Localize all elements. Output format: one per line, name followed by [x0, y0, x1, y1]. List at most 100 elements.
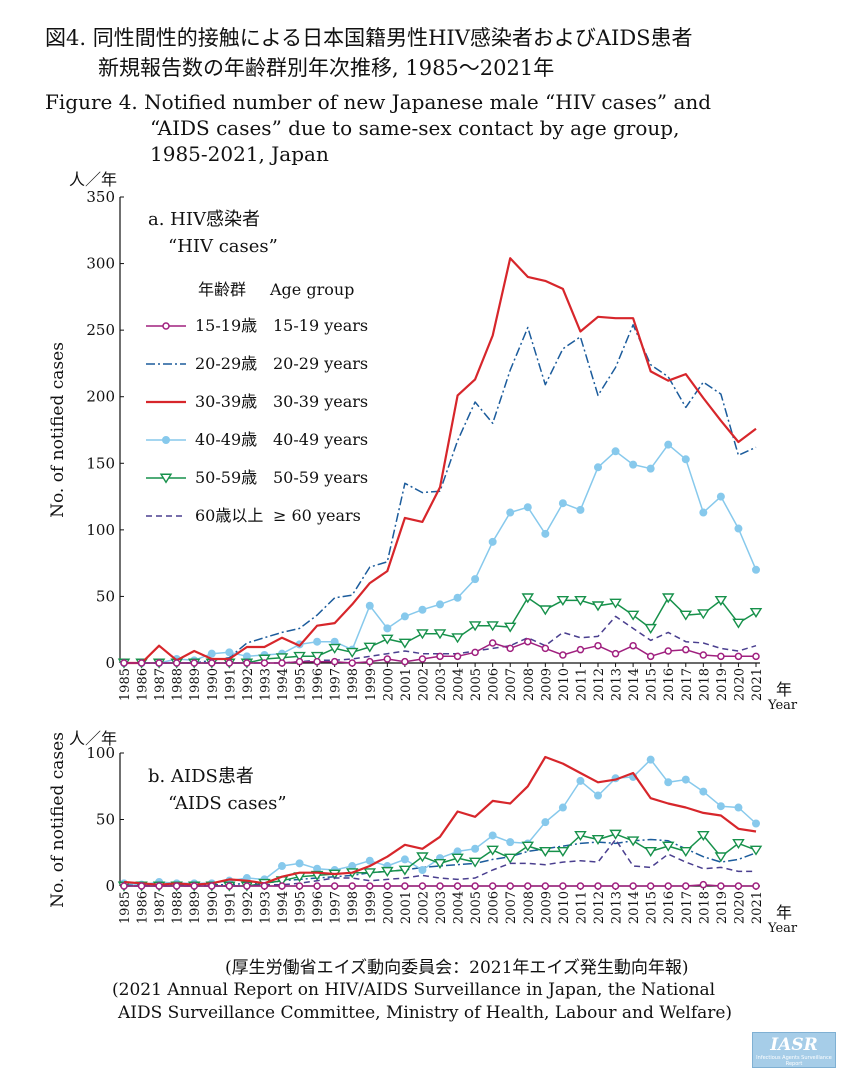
x-tick-label: 1985: [118, 891, 133, 924]
data-point: [646, 848, 656, 856]
data-point: [279, 863, 286, 870]
x-tick-label: 1991: [223, 668, 238, 701]
x-tick-label: 2000: [381, 668, 396, 701]
data-point: [559, 804, 566, 811]
data-point: [455, 883, 461, 889]
data-point: [419, 867, 426, 874]
x-tick-label: 2002: [416, 668, 431, 701]
x-tick-label: 2019: [715, 891, 730, 924]
data-point: [209, 883, 215, 889]
data-point: [400, 639, 410, 647]
data-point: [402, 883, 408, 889]
data-point: [367, 883, 373, 889]
y-tick-label: 0: [105, 877, 115, 895]
data-point: [682, 776, 689, 783]
data-point: [347, 649, 357, 657]
legend-marker: [163, 323, 169, 329]
data-point: [595, 792, 602, 799]
data-point: [191, 883, 197, 889]
data-point: [630, 883, 636, 889]
x-tick-label: 2016: [662, 668, 677, 701]
x-unit-label-en: Year: [767, 698, 798, 713]
x-tick-label: 2021: [750, 668, 765, 701]
data-point: [559, 500, 566, 507]
x-tick-label: 1997: [329, 668, 344, 701]
data-point: [226, 649, 233, 656]
x-tick-label: 1993: [258, 668, 273, 701]
y-tick-label: 250: [86, 321, 115, 339]
data-point: [700, 652, 706, 658]
data-point: [437, 653, 443, 659]
data-point: [472, 576, 479, 583]
legend-label-en: 40-49 years: [273, 430, 368, 449]
data-point: [718, 883, 724, 889]
x-tick-label: 2011: [574, 891, 589, 924]
panel-title: b. AIDS患者: [148, 766, 254, 787]
data-point: [226, 660, 232, 666]
y-tick-label: 0: [105, 654, 115, 672]
data-point: [401, 613, 408, 620]
series-5: [119, 830, 761, 890]
x-tick-label: 1992: [241, 668, 256, 701]
x-tick-label: 1998: [346, 668, 361, 701]
x-unit-label-en: Year: [767, 921, 798, 936]
legend-item: 50-59歳50-59 years: [146, 468, 368, 487]
data-point: [490, 640, 496, 646]
data-point: [611, 830, 621, 838]
data-point: [121, 660, 127, 666]
source-en-line1: (2021 Annual Report on HIV/AIDS Surveill…: [112, 980, 715, 1000]
x-tick-label: 1992: [241, 891, 256, 924]
x-tick-label: 2015: [645, 891, 660, 924]
x-tick-label: 1996: [311, 668, 326, 701]
series-line: [124, 325, 756, 663]
data-point: [366, 857, 373, 864]
x-tick-label: 2003: [434, 668, 449, 701]
x-tick-label: 1988: [171, 668, 186, 701]
legend-label-en: 20-29 years: [273, 354, 368, 373]
data-point: [735, 653, 741, 659]
legend-label-jp: 30-39歳: [195, 392, 257, 411]
data-point: [507, 839, 514, 846]
legend-item: 30-39歳30-39 years: [146, 392, 368, 411]
y-tick-label: 150: [86, 454, 115, 472]
data-point: [577, 777, 584, 784]
data-point: [753, 566, 760, 573]
data-point: [365, 643, 375, 651]
x-tick-label: 1997: [329, 891, 344, 924]
y-tick-label: 350: [86, 188, 115, 206]
x-tick-label: 2005: [469, 891, 484, 924]
data-point: [366, 602, 373, 609]
x-tick-label: 2019: [715, 668, 730, 701]
data-point: [419, 883, 425, 889]
iasr-logo: IASR Infectious Agents Surveillance Repo…: [752, 1032, 836, 1068]
data-point: [455, 653, 461, 659]
x-tick-label: 2010: [557, 891, 572, 924]
data-point: [507, 645, 513, 651]
x-tick-label: 1990: [206, 668, 221, 701]
data-point: [507, 509, 514, 516]
data-point: [505, 854, 515, 862]
x-tick-label: 2005: [469, 668, 484, 701]
data-point: [174, 660, 180, 666]
x-tick-label: 2008: [522, 891, 537, 924]
data-point: [525, 639, 531, 645]
data-point: [612, 448, 619, 455]
data-point: [419, 656, 425, 662]
data-point: [735, 804, 742, 811]
chart-panel-hiv: 0501001502002503003501985198619871988198…: [48, 170, 798, 713]
x-tick-label: 2016: [662, 891, 677, 924]
x-tick-label: 2009: [539, 891, 554, 924]
data-point: [663, 842, 673, 850]
iasr-logo-text: IASR: [753, 1035, 835, 1055]
panel-subtitle: “AIDS cases”: [168, 793, 287, 814]
data-point: [753, 820, 760, 827]
x-tick-label: 2012: [592, 891, 607, 924]
x-tick-label: 2014: [627, 891, 642, 924]
x-tick-label: 2020: [732, 668, 747, 701]
x-tick-label: 2020: [732, 891, 747, 924]
data-point: [648, 653, 654, 659]
data-point: [174, 883, 180, 889]
data-point: [560, 652, 566, 658]
data-point: [244, 660, 250, 666]
x-tick-label: 1985: [118, 668, 133, 701]
